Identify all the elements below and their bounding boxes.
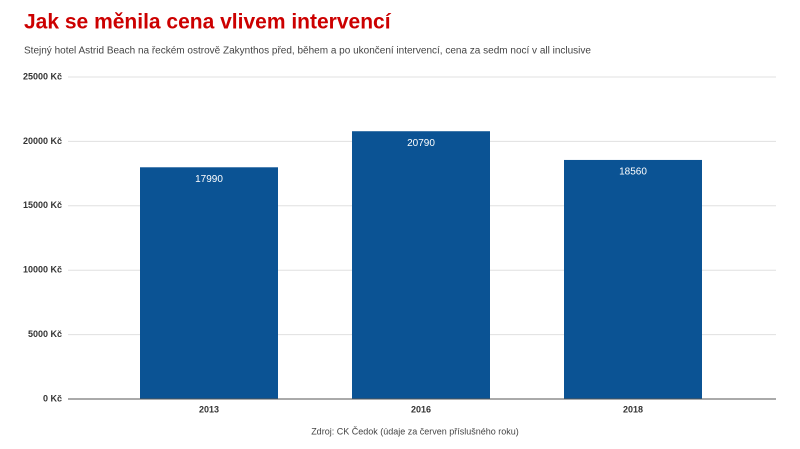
- source-note: Zdroj: CK Čedok (údaje za červen přísluš…: [311, 426, 519, 436]
- y-tick-label: 10000 Kč: [23, 265, 62, 275]
- x-tick-label: 2013: [199, 404, 219, 414]
- x-tick-label: 2018: [623, 404, 643, 414]
- bar: [140, 167, 278, 399]
- bar: [352, 131, 490, 399]
- chart-subtitle: Stejný hotel Astrid Beach na řeckém ostr…: [24, 46, 591, 57]
- value-label: 18560: [619, 167, 647, 178]
- y-tick-label: 0 Kč: [43, 393, 62, 403]
- x-tick-label: 2016: [411, 404, 431, 414]
- value-label: 17990: [195, 174, 223, 185]
- y-tick-label: 15000 Kč: [23, 200, 62, 210]
- y-tick-label: 5000 Kč: [28, 329, 62, 339]
- value-label: 20790: [407, 138, 435, 149]
- y-tick-label: 25000 Kč: [23, 71, 62, 81]
- y-tick-label: 20000 Kč: [23, 136, 62, 146]
- chart-title: Jak se měnila cena vlivem intervencí: [24, 11, 392, 34]
- bar: [564, 159, 702, 399]
